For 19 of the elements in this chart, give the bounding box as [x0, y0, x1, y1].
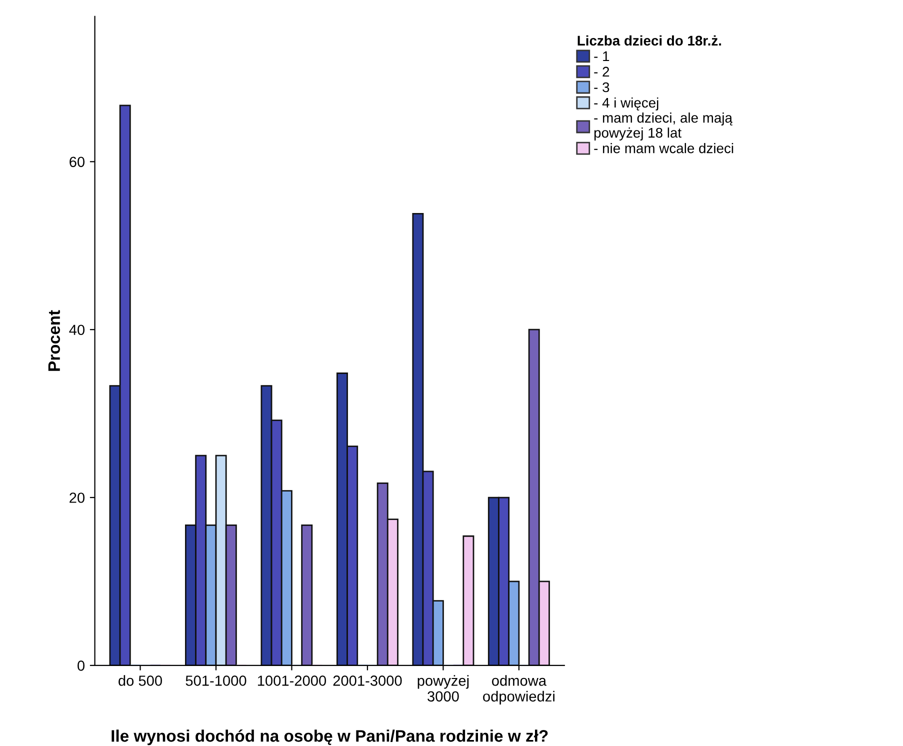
legend-label: - 1 — [594, 51, 610, 61]
x-tick-label: 1001-2000 — [258, 676, 326, 686]
y-tick-label: 20 — [70, 492, 85, 503]
legend-label: - 3 — [594, 82, 610, 92]
legend-title: Liczba dzieci do 18r.ż. — [578, 35, 722, 46]
legend-label: - 2 — [594, 66, 610, 77]
x-axis-title: Ile wynosi dochód na osobę w Pani/Pana rodzinie w zł? — [112, 729, 548, 746]
x-tick-label: 2001-3000 — [333, 676, 402, 686]
legend-label: - 4 i więcej — [594, 97, 658, 110]
legend-label: - mam dzieci, ale mają powyżej 18 lat — [594, 112, 732, 140]
x-tick-label: powyżej 3000 — [418, 675, 469, 702]
x-tick-label: 501-1000 — [186, 676, 246, 686]
y-tick-label: 40 — [69, 324, 85, 336]
legend-label: - nie mam wcale dzieci — [594, 143, 734, 154]
x-tick-label: do 500 — [118, 675, 162, 686]
y-tick-label: 60 — [70, 156, 85, 168]
y-axis-title: Procent — [48, 310, 60, 371]
y-tick-label: 0 — [78, 660, 85, 671]
x-tick-label: odmowa odpowiedzi — [483, 675, 554, 704]
